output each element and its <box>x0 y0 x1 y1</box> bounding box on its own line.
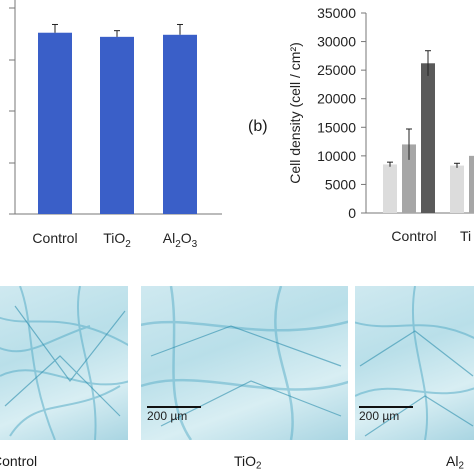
chart-b-bar <box>402 144 416 213</box>
micrograph-label-tio2: TiO2 <box>234 453 262 471</box>
micrograph-al2o3-texture <box>355 286 474 440</box>
chart-b-ytick-label: 20000 <box>317 91 356 107</box>
micrograph-tio2: 200 µm <box>141 286 348 440</box>
chart-b-ytick-label: 35000 <box>317 5 356 21</box>
scale-bar-al2o3: 200 µm <box>359 404 413 423</box>
chart-b-ytick-label: 30000 <box>317 34 356 50</box>
chart-b-ytick-label: 15000 <box>317 119 356 135</box>
micrograph-label-al2o3: Al2 <box>446 453 464 471</box>
scale-bar-line <box>359 406 413 408</box>
scale-bar-text: 200 µm <box>359 409 400 423</box>
label-main: Al <box>446 453 459 469</box>
micrograph-al2o3: 200 µm <box>355 286 474 440</box>
scale-bar-text: 200 µm <box>147 409 188 423</box>
chart-b-bar <box>450 165 464 213</box>
chart-b-ytick-label: 5000 <box>325 176 356 192</box>
scale-bar-line <box>147 406 201 408</box>
chart-a-bar <box>38 32 72 214</box>
label-sub: 2 <box>256 460 262 472</box>
panel-label-b: (b) <box>248 118 268 135</box>
chart-b-ylabel: Cell density (cell / cm²) <box>287 42 303 184</box>
chart-b-xtick-ti: Ti <box>460 228 471 244</box>
micrograph-label-control: Control <box>0 453 38 469</box>
chart-a-bar <box>100 36 134 215</box>
chart-b-xtick-control: Control <box>391 228 436 244</box>
charts-area: Control TiO2 Al2O3 Cell density (cell / … <box>9 0 474 250</box>
micrograph-control <box>0 286 128 440</box>
chart-b-ytick-label: 10000 <box>317 148 356 164</box>
chart-b-bar <box>383 164 397 213</box>
chart-a: Control TiO2 Al2O3 <box>9 0 222 250</box>
scale-bar-tio2: 200 µm <box>147 404 201 423</box>
micrograph-tio2-texture <box>141 286 348 440</box>
chart-a-xtick-control: Control <box>32 230 77 246</box>
label-sub: 2 <box>458 460 464 472</box>
micrograph-control-texture <box>0 286 128 440</box>
chart-b-ytick-label: 25000 <box>317 62 356 78</box>
chart-a-xtick-al2o3: Al2O3 <box>163 230 198 250</box>
chart-b: Cell density (cell / cm²) Control Ti 0 50… <box>287 5 474 244</box>
chart-a-xtick-tio2: TiO2 <box>103 230 131 250</box>
chart-a-bar <box>163 34 197 214</box>
chart-b-bar <box>469 155 474 213</box>
label-main: TiO <box>234 453 257 469</box>
chart-b-bar <box>421 63 435 214</box>
chart-b-ytick-label: 0 <box>348 205 356 221</box>
